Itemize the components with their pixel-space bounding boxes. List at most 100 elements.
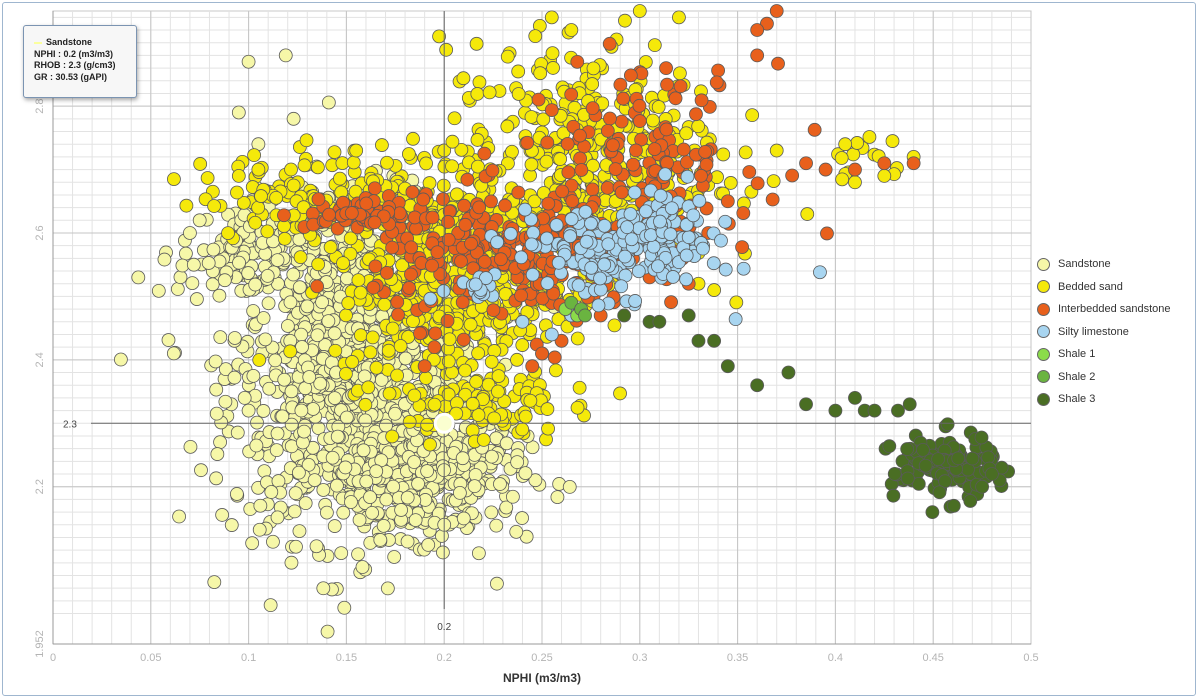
data-point-bedded-sand[interactable]	[586, 61, 601, 76]
data-point-sandstone[interactable]	[408, 513, 423, 528]
data-point-sandstone[interactable]	[327, 519, 342, 533]
data-point-sandstone[interactable]	[262, 381, 277, 396]
data-point-interbedded-sandstone[interactable]	[600, 180, 615, 195]
data-point-bedded-sand[interactable]	[707, 283, 722, 297]
data-point-bedded-sand[interactable]	[469, 36, 484, 51]
data-point-shale-3[interactable]	[902, 397, 917, 412]
data-point-bedded-sand[interactable]	[260, 224, 275, 239]
data-point-silty-limestone[interactable]	[526, 225, 541, 240]
data-point-interbedded-sandstone[interactable]	[664, 295, 678, 310]
data-point-sandstone[interactable]	[505, 489, 520, 504]
data-point-sandstone[interactable]	[484, 449, 499, 464]
data-point-silty-limestone[interactable]	[638, 204, 653, 219]
data-point-shale-3[interactable]	[867, 403, 882, 418]
data-point-silty-limestone[interactable]	[468, 277, 483, 292]
data-point-bedded-sand[interactable]	[167, 172, 181, 186]
data-point-bedded-sand[interactable]	[346, 155, 361, 170]
data-point-sandstone[interactable]	[170, 282, 185, 296]
legend-item-sandstone[interactable]: Sandstone	[1037, 253, 1197, 276]
data-point-silty-limestone[interactable]	[653, 214, 667, 229]
data-point-bedded-sand[interactable]	[651, 100, 666, 114]
data-point-interbedded-sandstone[interactable]	[404, 267, 418, 282]
data-point-interbedded-sandstone[interactable]	[614, 114, 629, 129]
data-point-interbedded-sandstone[interactable]	[514, 288, 528, 303]
data-point-bedded-sand[interactable]	[476, 433, 491, 447]
data-point-sandstone[interactable]	[499, 500, 514, 515]
data-point-bedded-sand[interactable]	[729, 295, 744, 310]
data-point-bedded-sand[interactable]	[572, 380, 587, 395]
data-point-sandstone[interactable]	[256, 404, 271, 418]
data-point-silty-limestone[interactable]	[423, 291, 438, 306]
data-point-sandstone[interactable]	[373, 533, 388, 547]
data-point-bedded-sand[interactable]	[427, 397, 442, 412]
data-point-sandstone[interactable]	[217, 273, 232, 288]
data-point-silty-limestone[interactable]	[601, 237, 616, 252]
data-point-shale-3[interactable]	[963, 494, 978, 508]
data-point-bedded-sand[interactable]	[723, 176, 738, 190]
data-point-sandstone[interactable]	[340, 271, 354, 286]
data-point-sandstone[interactable]	[456, 511, 471, 526]
data-point-bedded-sand[interactable]	[524, 110, 539, 124]
data-point-bedded-sand[interactable]	[570, 400, 585, 415]
data-point-sandstone[interactable]	[227, 370, 242, 385]
data-point-interbedded-sandstone[interactable]	[626, 157, 641, 172]
data-point-bedded-sand[interactable]	[339, 308, 353, 323]
data-point-sandstone[interactable]	[253, 498, 268, 513]
data-point-bedded-sand[interactable]	[511, 87, 526, 101]
data-point-interbedded-sandstone[interactable]	[368, 259, 383, 274]
data-point-bedded-sand[interactable]	[351, 273, 366, 287]
data-point-sandstone[interactable]	[192, 213, 207, 228]
data-point-sandstone[interactable]	[173, 270, 188, 285]
data-point-silty-limestone[interactable]	[628, 294, 643, 308]
data-point-bedded-sand[interactable]	[374, 138, 389, 152]
data-point-interbedded-sandstone[interactable]	[736, 206, 751, 220]
data-point-silty-limestone[interactable]	[643, 228, 658, 243]
data-point-bedded-sand[interactable]	[834, 151, 849, 165]
data-point-bedded-sand[interactable]	[369, 360, 384, 375]
data-point-sandstone[interactable]	[157, 252, 172, 267]
data-point-sandstone[interactable]	[283, 295, 298, 310]
data-point-sandstone[interactable]	[230, 425, 245, 440]
data-point-bedded-sand[interactable]	[254, 189, 268, 203]
data-point-bedded-sand[interactable]	[385, 321, 400, 336]
data-point-interbedded-sandstone[interactable]	[807, 122, 822, 137]
data-point-silty-limestone[interactable]	[646, 239, 661, 254]
data-point-bedded-sand[interactable]	[231, 169, 246, 183]
data-point-sandstone[interactable]	[420, 464, 435, 478]
data-point-interbedded-sandstone[interactable]	[404, 240, 419, 255]
data-point-sandstone[interactable]	[436, 545, 450, 560]
data-point-shale-3[interactable]	[900, 442, 915, 456]
data-point-sandstone[interactable]	[213, 435, 227, 450]
data-point-sandstone[interactable]	[248, 277, 263, 292]
data-point-interbedded-sandstone[interactable]	[425, 258, 439, 273]
data-point-bedded-sand[interactable]	[541, 421, 555, 436]
data-point-bedded-sand[interactable]	[297, 158, 312, 173]
data-point-sandstone[interactable]	[284, 384, 299, 399]
data-point-sandstone[interactable]	[278, 48, 293, 63]
data-point-bedded-sand[interactable]	[338, 366, 353, 381]
data-point-sandstone[interactable]	[471, 546, 486, 561]
data-point-bedded-sand[interactable]	[407, 388, 422, 403]
data-point-interbedded-sandstone[interactable]	[613, 77, 628, 92]
data-point-interbedded-sandstone[interactable]	[771, 56, 785, 71]
data-point-sandstone[interactable]	[246, 368, 261, 383]
data-point-bedded-sand[interactable]	[545, 46, 560, 61]
data-point-interbedded-sandstone[interactable]	[769, 4, 784, 18]
data-point-interbedded-sandstone[interactable]	[310, 279, 325, 294]
data-point-sandstone[interactable]	[301, 457, 316, 472]
data-point-sandstone[interactable]	[206, 242, 221, 257]
data-point-interbedded-sandstone[interactable]	[742, 165, 757, 179]
data-point-interbedded-sandstone[interactable]	[457, 198, 471, 213]
data-point-interbedded-sandstone[interactable]	[458, 217, 473, 232]
data-point-sandstone[interactable]	[209, 382, 224, 397]
data-point-sandstone[interactable]	[325, 450, 340, 465]
data-point-sandstone[interactable]	[490, 576, 504, 591]
data-point-silty-limestone[interactable]	[436, 284, 451, 298]
data-point-silty-limestone[interactable]	[549, 218, 564, 233]
data-point-shale-3[interactable]	[886, 488, 901, 503]
data-point-sandstone[interactable]	[224, 518, 239, 532]
data-point-interbedded-sandstone[interactable]	[694, 168, 708, 183]
data-point-bedded-sand[interactable]	[885, 134, 900, 148]
data-point-interbedded-sandstone[interactable]	[417, 359, 432, 374]
data-point-bedded-sand[interactable]	[439, 42, 454, 57]
